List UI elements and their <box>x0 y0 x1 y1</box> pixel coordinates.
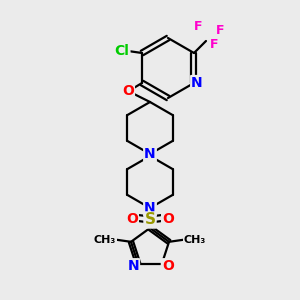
Text: N: N <box>144 147 156 161</box>
Text: Cl: Cl <box>115 44 130 58</box>
Text: CH₃: CH₃ <box>184 235 206 245</box>
Text: CH₃: CH₃ <box>94 235 116 245</box>
Text: N: N <box>191 76 203 90</box>
Text: F: F <box>194 20 202 34</box>
Text: O: O <box>122 84 134 98</box>
Text: O: O <box>126 212 138 226</box>
Text: O: O <box>162 212 174 226</box>
Text: N: N <box>128 259 139 273</box>
Text: N: N <box>144 201 156 215</box>
Text: F: F <box>216 25 224 38</box>
Text: S: S <box>145 212 155 227</box>
Text: F: F <box>210 38 218 52</box>
Text: O: O <box>162 259 174 273</box>
